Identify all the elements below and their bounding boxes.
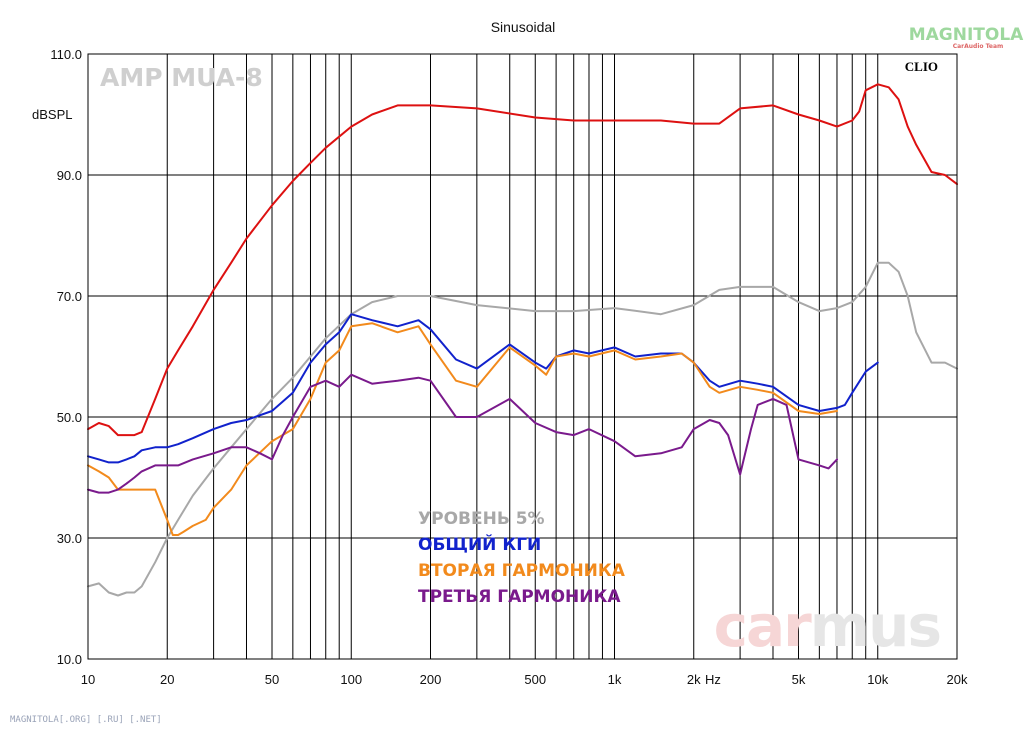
magnitola-logo: MAGNITOLA: [909, 25, 1024, 45]
y-tick-label: 110.0: [50, 47, 82, 62]
y-tick-label: 90.0: [57, 168, 82, 183]
series-line-5: [87, 373, 838, 494]
y-tick-labels: 10.0 30.0 50.0 70.0 90.0 110.0: [50, 47, 82, 667]
y-axis-label: dBSPL: [32, 107, 72, 122]
product-label: AMP MUA-8: [100, 63, 263, 92]
x-tick-label: 1k: [608, 672, 622, 687]
footer-watermark: MAGNITOLA[.ORG] [.RU] [.NET]: [10, 715, 162, 725]
series-line-3: [87, 313, 879, 464]
y-tick-label: 70.0: [57, 289, 82, 304]
y-tick-label: 50.0: [57, 410, 82, 425]
x-tick-label: 500: [524, 672, 546, 687]
x-tick-label: 200: [420, 672, 442, 687]
x-tick-labels: 10 20 50 100 200 500 1k 2k 5k 10k 20k: [81, 672, 968, 687]
clio-label: CLIO: [905, 59, 938, 74]
magnitola-logo-subtitle: CarAudio Team: [953, 43, 1004, 50]
y-tick-label: 30.0: [57, 531, 82, 546]
y-tick-label: 10.0: [57, 652, 82, 667]
x-tick-label: 10k: [867, 672, 888, 687]
legend-entry: УРОВЕНЬ 5%: [418, 509, 545, 529]
legend-entry: ТРЕТЬЯ ГАРМОНИКА: [418, 587, 621, 607]
legend-entry: ОБЩИЙ КГИ: [418, 533, 541, 555]
x-axis-unit-label: Hz: [705, 672, 721, 687]
x-tick-label: 100: [340, 672, 362, 687]
chart-title: Sinusoidal: [491, 19, 556, 35]
series-line-2: [87, 261, 958, 597]
x-tick-label: 50: [265, 672, 279, 687]
plot-frame: [87, 53, 958, 660]
series-line-1: [87, 83, 958, 437]
x-tick-label: 10: [81, 672, 95, 687]
series-layer: [87, 83, 958, 597]
x-tick-label: 20: [160, 672, 174, 687]
legend-entry: ВТОРАЯ ГАРМОНИКА: [418, 561, 626, 581]
x-tick-label: 5k: [792, 672, 806, 687]
series-line-4: [87, 322, 838, 536]
x-tick-label: 20k: [947, 672, 968, 687]
legend: УРОВЕНЬ 5% ОБЩИЙ КГИ ВТОРАЯ ГАРМОНИКА ТРЕТЬ…: [418, 509, 626, 607]
carmus-watermark: carmus: [714, 592, 940, 660]
x-tick-label: 2k: [687, 672, 701, 687]
